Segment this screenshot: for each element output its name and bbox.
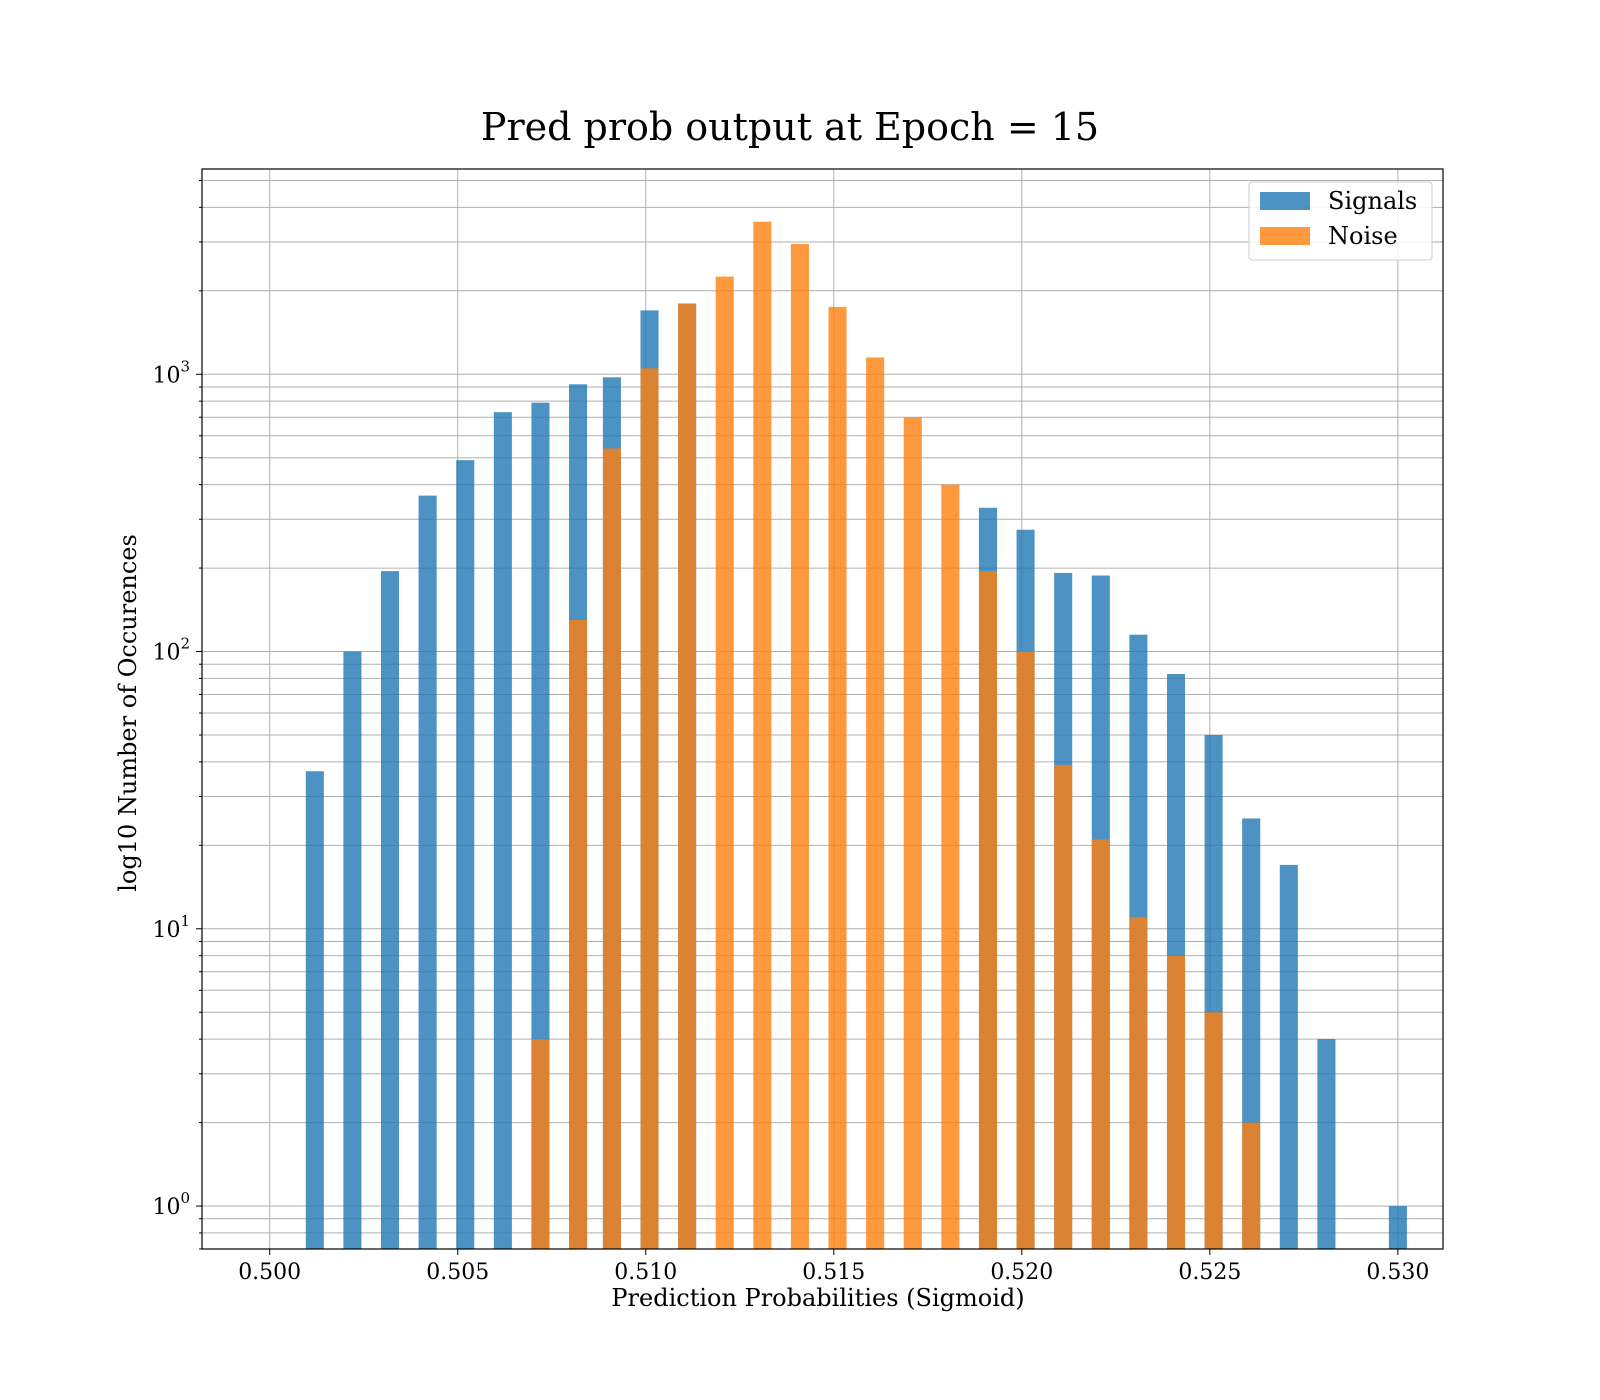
bar-noise [1054,764,1073,1249]
x-tick-label: 0.520 [990,1260,1053,1285]
bar-signals [381,571,400,1249]
y-tick-label: 100 [152,1189,190,1220]
plot-frame [201,168,1444,1250]
bar-noise [941,484,960,1250]
series-signals [305,303,1407,1250]
bar-noise [1166,955,1186,1249]
bar-noise [1016,651,1035,1249]
bar-signals [1279,864,1298,1249]
x-tick-label: 0.530 [1366,1260,1429,1285]
x-tick-label: 0.505 [426,1260,489,1285]
bar-signals [305,771,324,1249]
legend-label-noise: Noise [1328,222,1398,250]
bar-noise [866,357,885,1249]
x-tick-label: 0.510 [614,1260,677,1285]
y-tick-label: 103 [152,357,190,388]
bar-noise [978,571,997,1249]
y-tick-base: 10 [152,1195,180,1220]
bar-signals [456,460,475,1249]
x-tick-label: 0.515 [802,1260,865,1285]
y-tick-exponent: 1 [180,912,190,930]
bar-noise [828,306,847,1250]
series-noise [531,221,1261,1250]
bar-signals [343,651,362,1249]
bar-noise [903,417,922,1249]
bars [305,221,1407,1250]
bar-noise [753,221,772,1250]
legend: Signals Noise [1248,181,1433,261]
bar-signals [493,412,512,1249]
y-tick-label: 102 [152,635,190,666]
x-tick-label: 0.525 [1178,1260,1241,1285]
x-tick-label: 0.500 [238,1260,301,1285]
y-tick-base: 10 [152,363,180,388]
bar-noise [602,448,621,1249]
y-tick-exponent: 2 [180,635,190,653]
y-tick-label: 101 [152,912,190,943]
chart-title: Pred prob output at Epoch = 15 [481,105,1099,149]
y-tick-base: 10 [152,641,180,666]
x-axis-title: Prediction Probabilities (Sigmoid) [611,1284,1024,1312]
ticks: 0.500 0.505 0.510 0.515 0.520 0.525 0.53010010… [152,179,1429,1285]
bar-signals [1317,1039,1336,1249]
y-tick-exponent: 0 [180,1189,190,1207]
bar-noise [678,303,697,1249]
bar-noise [1091,839,1110,1249]
bar-noise [531,1039,550,1249]
y-tick-base: 10 [152,918,180,943]
legend-swatch-signals [1260,192,1310,210]
bar-signals [531,402,550,1250]
bar-noise [640,368,659,1249]
legend-swatch-noise [1260,227,1310,245]
bar-noise [1204,1012,1223,1249]
grid [202,169,1443,1250]
y-tick-exponent: 3 [180,357,190,375]
bar-noise [715,276,734,1250]
bar-noise [569,619,588,1249]
bar-signals [1388,1206,1407,1249]
bar-noise [1129,917,1148,1249]
legend-label-signals: Signals [1328,187,1417,215]
bar-noise [790,244,809,1250]
bar-signals [418,495,437,1249]
y-axis-title: log10 Number of Occurences [114,534,142,892]
bar-noise [1242,1122,1261,1249]
